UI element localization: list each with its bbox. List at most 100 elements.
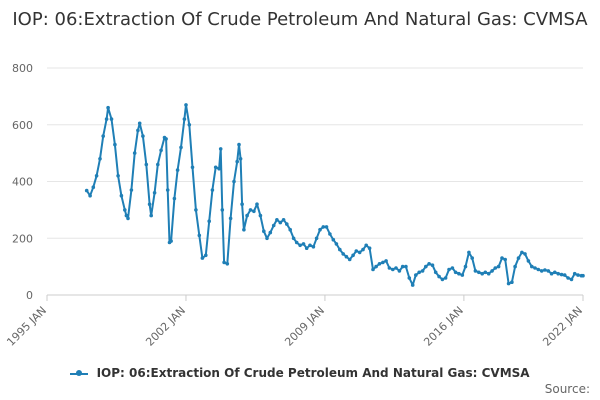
data-point[interactable] [278,220,283,225]
data-point[interactable] [437,274,441,279]
data-point[interactable] [222,260,226,265]
data-point[interactable] [308,243,312,248]
data-point[interactable] [496,264,501,269]
data-point[interactable] [394,266,398,270]
data-point[interactable] [304,246,309,250]
data-point[interactable] [169,239,173,243]
data-point[interactable] [486,271,491,276]
data-point[interactable] [232,179,236,184]
data-point[interactable] [98,157,102,161]
data-point[interactable] [430,263,435,268]
data-point[interactable] [237,142,241,147]
data-point[interactable] [539,269,544,273]
data-point[interactable] [414,273,418,277]
data-point[interactable] [493,266,498,270]
data-point[interactable] [240,202,244,206]
data-point[interactable] [510,280,514,285]
data-point[interactable] [457,271,461,276]
data-point[interactable] [159,148,163,153]
data-point[interactable] [207,219,211,223]
data-point[interactable] [218,147,223,151]
data-point[interactable] [84,188,89,193]
data-point[interactable] [213,165,218,170]
data-point[interactable] [467,250,471,255]
data-point[interactable] [407,276,412,280]
data-point[interactable] [182,117,187,121]
data-point[interactable] [106,105,110,110]
data-point[interactable] [144,162,149,167]
data-point[interactable] [417,270,422,275]
data-point[interactable] [132,151,137,155]
data-point[interactable] [440,277,445,282]
data-point[interactable] [164,137,168,141]
data-point[interactable] [245,213,249,218]
data-point[interactable] [367,246,372,250]
data-point[interactable] [377,262,382,266]
data-point[interactable] [248,208,253,212]
data-point[interactable] [473,269,478,273]
data-point[interactable] [460,273,465,277]
data-point[interactable] [566,276,570,280]
data-point[interactable] [516,256,521,260]
data-point[interactable] [281,218,286,222]
data-point[interactable] [480,271,485,276]
data-point[interactable] [314,236,319,241]
data-point[interactable] [194,208,198,212]
data-point[interactable] [217,166,221,171]
data-point[interactable] [104,117,109,121]
data-point[interactable] [265,236,269,241]
data-point[interactable] [576,273,580,277]
data-point[interactable] [204,253,208,258]
data-point[interactable] [311,245,316,249]
data-point[interactable] [572,271,577,276]
data-point[interactable] [271,223,276,228]
data-point[interactable] [301,242,306,246]
data-point[interactable] [400,264,405,269]
data-point[interactable] [387,266,392,270]
data-point[interactable] [338,247,342,252]
data-point[interactable] [546,269,551,273]
data-point[interactable] [242,227,246,232]
data-point[interactable] [477,270,481,275]
data-point[interactable] [357,250,362,255]
data-point[interactable] [113,142,117,147]
data-point[interactable] [483,270,488,275]
data-point[interactable] [559,272,564,277]
data-point[interactable] [126,216,130,221]
data-point[interactable] [184,103,188,107]
data-point[interactable] [334,242,339,246]
data-point[interactable] [220,208,225,212]
data-point[interactable] [543,268,547,272]
data-point[interactable] [503,257,508,262]
data-point[interactable] [172,196,177,201]
data-point[interactable] [252,209,256,214]
data-point[interactable] [347,257,352,262]
data-point[interactable] [165,188,170,192]
data-point[interactable] [298,243,302,248]
data-point[interactable] [109,117,114,121]
data-point[interactable] [581,273,585,278]
data-point[interactable] [238,157,243,161]
data-point[interactable] [291,236,296,241]
data-point[interactable] [397,269,402,273]
data-point[interactable] [453,270,458,275]
data-point[interactable] [463,264,468,269]
data-point[interactable] [523,252,527,256]
data-point[interactable] [288,227,293,232]
data-point[interactable] [152,191,157,195]
data-point[interactable] [137,121,142,126]
data-point[interactable] [427,262,431,266]
series-line[interactable] [85,103,584,287]
data-point[interactable] [175,168,180,172]
data-point[interactable] [228,216,233,221]
data-point[interactable] [374,264,378,269]
data-point[interactable] [123,208,127,212]
data-point[interactable] [536,267,541,272]
data-point[interactable] [149,213,153,218]
data-point[interactable] [331,237,336,242]
data-point[interactable] [321,225,326,229]
data-point[interactable] [381,260,385,265]
data-point[interactable] [344,254,349,259]
data-point[interactable] [324,225,329,229]
data-point[interactable] [361,247,365,252]
